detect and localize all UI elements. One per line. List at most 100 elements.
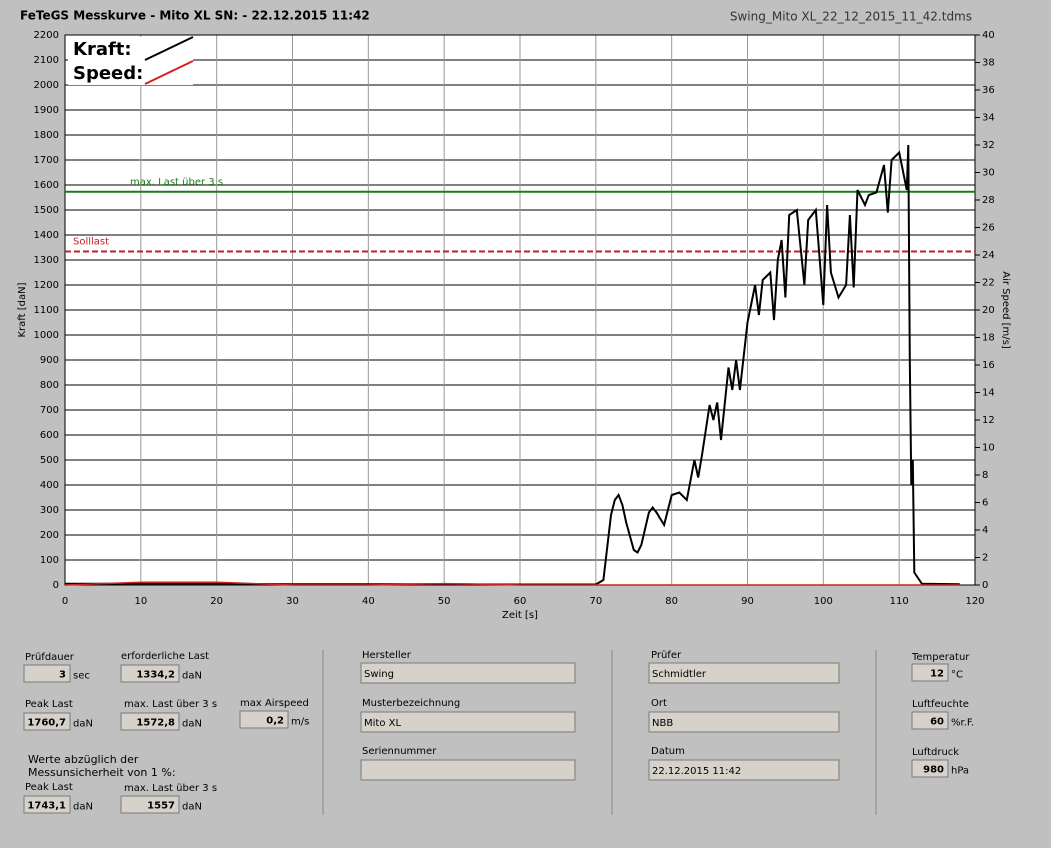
field-label: Peak Last [25, 699, 73, 710]
y-tick-label: 2200 [34, 30, 59, 41]
y-tick-label: 800 [40, 380, 59, 391]
note: Messunsicherheit von 1 %: [28, 766, 176, 779]
field-box [23, 712, 71, 731]
field-label: Luftdruck [912, 747, 959, 758]
y2-tick-label: 0 [982, 580, 988, 591]
window-title: FeTeGS Messkurve - Mito XL SN: - 22.12.2… [20, 9, 370, 23]
field-label: Prüfer [651, 650, 682, 661]
file-name: Swing_Mito XL_22_12_2015_11_42.tdms [730, 10, 972, 24]
field-unit: sec [73, 671, 90, 682]
x-tick-label: 110 [890, 596, 909, 607]
y-tick-label: 2000 [34, 80, 59, 91]
field-value: 60 [930, 717, 944, 728]
field-label: Datum [651, 746, 685, 757]
y-tick-label: 700 [40, 405, 59, 416]
field-value: NBB [652, 718, 673, 729]
field-label: Ort [651, 698, 667, 709]
field-label: Musterbezeichnung [362, 698, 460, 709]
field-label: Temperatur [911, 652, 970, 663]
y2-tick-label: 16 [982, 360, 995, 371]
field-value: Swing [364, 669, 394, 680]
field-value: 1557 [147, 801, 175, 812]
field-unit: daN [73, 802, 93, 813]
field-unit: hPa [951, 766, 969, 777]
legend-swatch [144, 36, 194, 61]
field-unit: m/s [291, 717, 309, 728]
field-box [120, 664, 180, 683]
y2-tick-label: 8 [982, 470, 988, 481]
field-box [360, 711, 576, 733]
y-tick-label: 1900 [34, 105, 59, 116]
y2-axis-label: Air Speed [m/s] [1000, 271, 1011, 349]
y-tick-label: 1100 [34, 305, 59, 316]
y-tick-label: 400 [40, 480, 59, 491]
y2-tick-label: 12 [982, 415, 995, 426]
field-label: erforderliche Last [121, 651, 209, 662]
reference-label: max. Last über 3 s [130, 177, 223, 188]
field-label: Hersteller [362, 650, 412, 661]
x-tick-label: 70 [589, 596, 602, 607]
x-tick-label: 10 [134, 596, 147, 607]
y2-tick-label: 10 [982, 443, 995, 454]
field-label: max. Last über 3 s [124, 699, 217, 710]
y-tick-label: 1400 [34, 230, 59, 241]
legend-label: Speed: [73, 63, 143, 84]
field-unit: daN [182, 719, 202, 730]
field-box [23, 664, 71, 683]
field-label: Peak Last [25, 782, 73, 793]
y2-tick-label: 30 [982, 168, 995, 179]
field-value: 1572,8 [136, 718, 175, 729]
y2-tick-label: 32 [982, 140, 995, 151]
x-tick-label: 40 [362, 596, 375, 607]
y-tick-label: 1300 [34, 255, 59, 266]
data-line [65, 144, 960, 586]
x-tick-label: 100 [814, 596, 833, 607]
legend-label: Kraft: [73, 39, 132, 60]
y-tick-label: 1000 [34, 330, 59, 341]
y-tick-label: 1600 [34, 180, 59, 191]
y-tick-label: 300 [40, 505, 59, 516]
y-axis-label: Kraft [daN] [17, 282, 28, 337]
legend-box [68, 37, 193, 85]
field-box [648, 711, 840, 733]
field-value: Mito XL [364, 718, 401, 729]
field-label: max Airspeed [240, 698, 309, 709]
x-tick-label: 0 [62, 596, 68, 607]
field-label: max. Last über 3 s [124, 783, 217, 794]
field-value: Schmidtler [652, 669, 707, 680]
y2-tick-label: 18 [982, 333, 995, 344]
x-tick-label: 80 [665, 596, 678, 607]
field-label: Prüfdauer [25, 652, 75, 663]
y2-tick-label: 6 [982, 498, 988, 509]
y-tick-label: 0 [53, 580, 59, 591]
y2-tick-label: 14 [982, 388, 995, 399]
field-label: Luftfeuchte [912, 699, 969, 710]
legend-swatch [144, 60, 194, 85]
field-unit: daN [182, 802, 202, 813]
field-box [911, 663, 949, 682]
field-box [23, 795, 71, 814]
field-box [360, 759, 576, 781]
x-tick-label: 90 [741, 596, 754, 607]
field-unit: daN [73, 719, 93, 730]
y2-tick-label: 20 [982, 305, 995, 316]
y-tick-label: 600 [40, 430, 59, 441]
reference-label: Solllast [73, 236, 109, 247]
x-tick-label: 120 [965, 596, 984, 607]
field-box [911, 711, 949, 730]
field-label: Seriennummer [362, 746, 437, 757]
y-tick-label: 1200 [34, 280, 59, 291]
field-value: 1760,7 [27, 718, 66, 729]
y-tick-label: 1700 [34, 155, 59, 166]
field-value: 3 [59, 670, 66, 681]
y2-tick-label: 26 [982, 223, 995, 234]
x-tick-label: 20 [210, 596, 223, 607]
y2-tick-label: 24 [982, 250, 995, 261]
field-value: 1334,2 [136, 670, 175, 681]
y-tick-label: 900 [40, 355, 59, 366]
y2-tick-label: 4 [982, 525, 988, 536]
y-tick-label: 2100 [34, 55, 59, 66]
field-box [648, 662, 840, 684]
